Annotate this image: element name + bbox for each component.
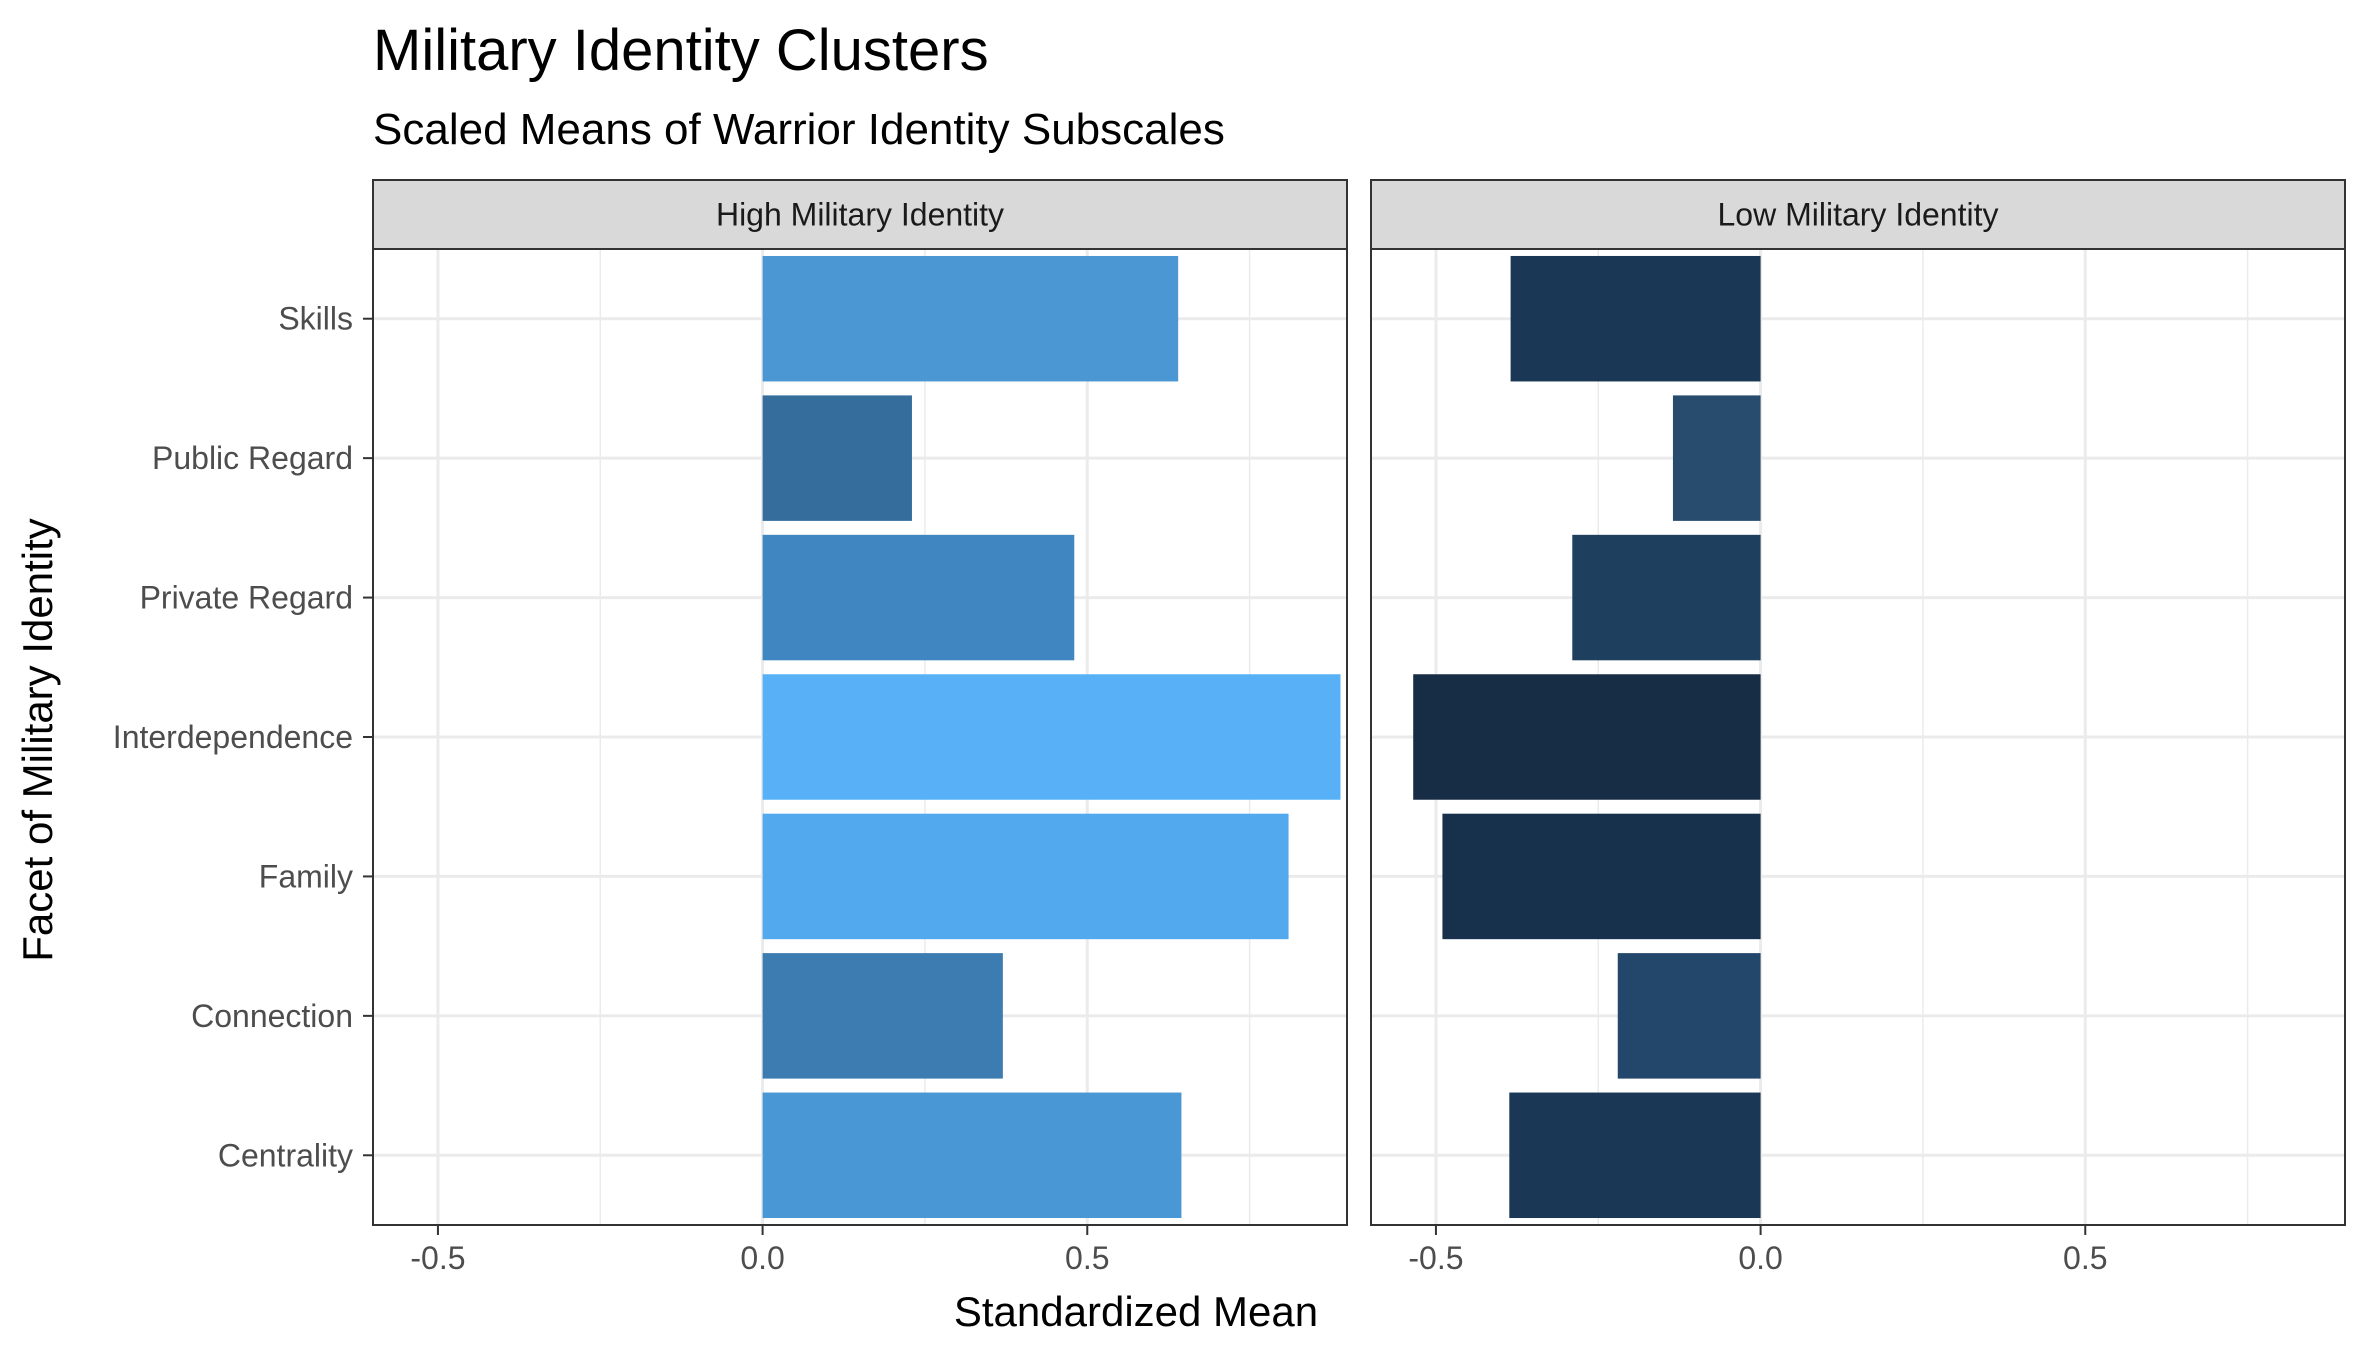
bar-high-military-identity-public-regard bbox=[762, 395, 912, 521]
bar-high-military-identity-skills bbox=[762, 255, 1179, 382]
bar-low-military-identity-connection bbox=[1617, 953, 1761, 1079]
y-axis-title: Facet of Military Identity bbox=[14, 518, 61, 961]
bar-high-military-identity-centrality bbox=[762, 1092, 1182, 1219]
chart-title: Military Identity Clusters bbox=[373, 18, 989, 83]
x-tick-label: 0.0 bbox=[1738, 1240, 1782, 1276]
x-tick-label: -0.5 bbox=[1408, 1240, 1463, 1276]
bar-low-military-identity-skills bbox=[1510, 255, 1761, 382]
bar-high-military-identity-family bbox=[762, 813, 1289, 940]
bar-low-military-identity-interdependence bbox=[1413, 674, 1761, 800]
y-tick-label-interdependence: Interdependence bbox=[113, 719, 353, 755]
y-tick-label-family: Family bbox=[259, 858, 353, 894]
facet-strip-low-military-identity bbox=[1370, 179, 2346, 250]
x-tick-label: 0.0 bbox=[740, 1240, 784, 1276]
y-tick-label-private-regard: Private Regard bbox=[140, 580, 353, 616]
bar-low-military-identity-private-regard bbox=[1572, 534, 1761, 661]
facet-label-high-military-identity: High Military Identity bbox=[716, 197, 1004, 233]
y-tick-label-skills: Skills bbox=[278, 301, 353, 337]
y-tick-label-public-regard: Public Regard bbox=[152, 440, 353, 476]
x-tick-label: 0.5 bbox=[1065, 1240, 1109, 1276]
bar-high-military-identity-interdependence bbox=[762, 674, 1341, 800]
bar-low-military-identity-family bbox=[1442, 813, 1761, 940]
x-tick-label: 0.5 bbox=[2063, 1240, 2107, 1276]
x-tick-label: -0.5 bbox=[410, 1240, 465, 1276]
bar-high-military-identity-connection bbox=[762, 953, 1003, 1079]
chart-subtitle: Scaled Means of Warrior Identity Subscal… bbox=[373, 105, 1225, 154]
bar-low-military-identity-centrality bbox=[1509, 1092, 1761, 1219]
x-axis-title: Standardized Mean bbox=[954, 1288, 1318, 1335]
y-tick-label-connection: Connection bbox=[191, 998, 353, 1034]
facet-label-low-military-identity: Low Military Identity bbox=[1718, 197, 1999, 233]
bar-low-military-identity-public-regard bbox=[1672, 395, 1761, 521]
plot-area: High Military Identity -0.5 0.0 0.5 Low Mili… bbox=[113, 179, 2346, 1276]
bar-high-military-identity-private-regard bbox=[762, 534, 1075, 661]
y-tick-label-centrality: Centrality bbox=[218, 1137, 353, 1173]
facet-strip-high-military-identity bbox=[372, 179, 1348, 250]
